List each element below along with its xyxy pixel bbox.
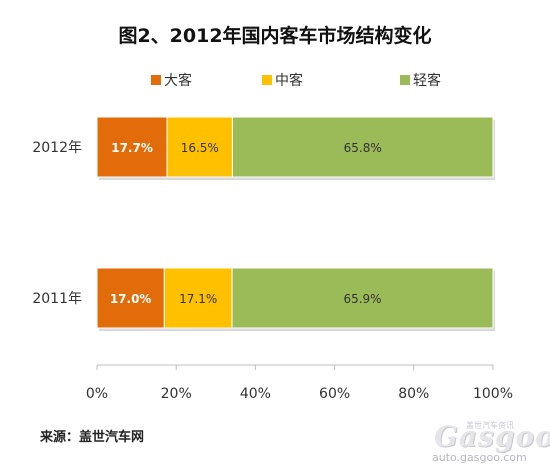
data-label: 17.1% (179, 292, 217, 306)
x-tick-label: 20% (161, 386, 192, 402)
bar-segment (163, 267, 233, 329)
data-label: 65.9% (343, 292, 381, 306)
x-tick-label: 0% (86, 386, 108, 402)
bar-segment (166, 116, 233, 178)
x-tick-label: 40% (240, 386, 271, 402)
legend-swatch (262, 75, 272, 85)
data-label: 17.7% (111, 141, 153, 155)
legend-label: 大客 (164, 72, 192, 89)
x-axis: 0% 20% 40% 60% 80% 100% (86, 364, 513, 402)
watermark-logo: Gasgoo (434, 420, 550, 453)
watermark: 盖世汽车资讯 Gasgoo auto.gasgoo.com (420, 420, 550, 466)
legend-label: 中客 (275, 72, 303, 89)
bar-segment (231, 116, 494, 178)
bars: 2012年 17.7% 16.5% 65.8% 2011年 17.0% 17.1% 65.9% (32, 116, 495, 331)
bar-segment (96, 267, 165, 329)
category-label: 2012年 (32, 140, 82, 156)
category-label: 2011年 (32, 291, 82, 307)
chart-title: 图2、2012年国内客车市场结构变化 (118, 24, 431, 47)
data-label: 65.8% (344, 141, 382, 155)
data-label: 16.5% (181, 141, 219, 155)
legend-label: 轻客 (413, 72, 441, 89)
legend-swatch (151, 75, 161, 85)
legend: 大客 中客 轻客 (151, 72, 441, 89)
x-tick-label: 100% (473, 386, 513, 402)
watermark-top-text: 盖世汽车资讯 (466, 421, 514, 430)
bar-segment (96, 116, 168, 178)
watermark-url: auto.gasgoo.com (432, 451, 527, 464)
data-label: 17.0% (110, 292, 152, 306)
source-note: 来源：盖世汽车网 (40, 430, 145, 445)
x-tick-label: 80% (398, 386, 429, 402)
bar-segment (231, 267, 494, 329)
x-tick-label: 60% (319, 386, 350, 402)
legend-swatch (400, 75, 410, 85)
